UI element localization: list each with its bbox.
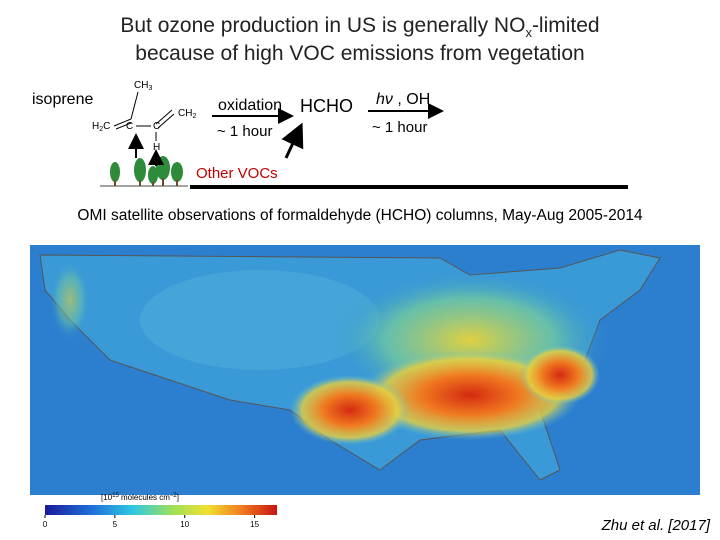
colorbar-tick-label: 10: [180, 520, 189, 529]
colorbar-unit: [1015 molecules cm−2]: [101, 493, 179, 502]
isoprene-label: isoprene: [32, 91, 93, 108]
hcho-map: [30, 245, 700, 495]
colorbar-tick-label: 15: [250, 520, 259, 529]
step1-time: ~ 1 hour: [217, 123, 272, 140]
other-vocs: Other VOCs: [196, 165, 278, 182]
caption: OMI satellite observations of formaldehy…: [77, 207, 643, 224]
title-line-2: because of high VOC emissions from veget…: [135, 42, 584, 65]
atom: C: [126, 121, 133, 132]
step1-label: oxidation: [218, 97, 282, 114]
step2-label: hν , OH: [376, 91, 430, 108]
colorbar-tick-label: 5: [113, 520, 118, 529]
bonds: [113, 91, 175, 141]
trees: [100, 156, 188, 187]
atom: H2C: [92, 121, 110, 133]
colorbar-ticks: 0 5 10 15: [43, 515, 260, 529]
atom: C: [153, 121, 160, 132]
arrow: [281, 122, 304, 159]
step2-time: ~ 1 hour: [372, 119, 427, 136]
citation: Zhu et al. [2017]: [601, 517, 711, 534]
colorbar: [45, 505, 277, 515]
title-line-1: But ozone production in US is generally …: [120, 14, 599, 40]
atom: H: [153, 142, 160, 153]
isoprene-structure: CH3 C C CH2 H2C H: [92, 80, 196, 153]
atom: CH2: [178, 108, 196, 120]
product: HCHO: [300, 96, 353, 116]
atom: CH3: [134, 80, 152, 92]
colorbar-tick-label: 0: [43, 520, 48, 529]
